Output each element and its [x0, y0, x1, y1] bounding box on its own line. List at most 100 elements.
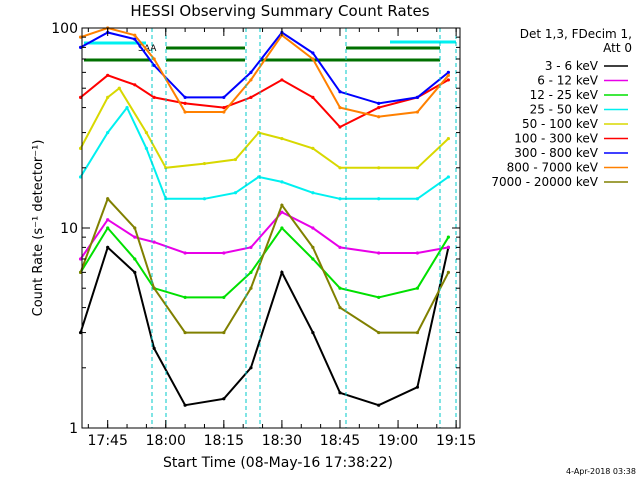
series-point-6-10 [377, 101, 381, 105]
series-point-5-0 [78, 95, 83, 99]
series-point-8-8 [311, 245, 315, 249]
series-point-1-6 [249, 245, 253, 249]
series-point-5-8 [311, 95, 315, 99]
series-point-8-11 [415, 330, 420, 335]
legend-label-8: 7000 - 20000 keV [491, 175, 598, 189]
series-point-8-7 [280, 203, 284, 207]
x-tick-label-3: 18:30 [262, 433, 302, 449]
series-point-7-5 [222, 110, 226, 114]
series-point-2-6 [249, 270, 253, 274]
y-axis-ticks: 1 10 100 [51, 21, 460, 437]
series-point-3-3 [144, 146, 148, 151]
x-tick-label-4: 18:45 [320, 433, 360, 449]
series-point-7-10 [377, 115, 381, 119]
x-tick-label-6: 19:15 [436, 433, 476, 449]
x-tick-label-2: 18:15 [204, 433, 244, 449]
series-point-4-5 [202, 161, 207, 166]
series-line-3 [79, 105, 449, 200]
series-point-2-2 [133, 257, 137, 261]
series-point-7-2 [133, 33, 137, 37]
series-point-2-10 [377, 295, 381, 299]
x-axis-ticks: 17:45 18:00 18:15 18:30 18:45 19:00 19:15 [88, 28, 476, 449]
series-point-2-5 [222, 295, 226, 299]
series-point-1-12 [446, 245, 450, 249]
series-point-4-3 [144, 130, 148, 135]
series-point-6-5 [222, 95, 226, 99]
x-tick-label-5: 19:00 [378, 433, 418, 449]
series-point-4-13 [446, 136, 450, 141]
series-point-4-8 [280, 136, 284, 141]
series-point-4-9 [311, 146, 315, 151]
series-point-8-12 [446, 270, 450, 274]
x-tick-label-0: 17:45 [88, 433, 128, 449]
chart-title: HESSI Observing Summary Count Rates [130, 2, 429, 20]
series-point-6-12 [446, 70, 450, 74]
series-point-2-4 [183, 295, 187, 299]
series-point-3-10 [338, 197, 342, 201]
series-point-6-9 [338, 90, 342, 94]
series-point-5-12 [446, 78, 450, 82]
series-point-0-2 [133, 270, 137, 274]
x-tick-label-1: 18:00 [146, 433, 186, 449]
series-point-2-11 [415, 286, 420, 290]
series-point-4-6 [233, 157, 238, 162]
series-point-0-3 [152, 346, 156, 351]
series-point-0-11 [415, 385, 420, 389]
series-point-3-12 [415, 197, 420, 201]
legend-header-line2: Att 0 [603, 41, 632, 55]
series-point-0-7 [280, 270, 284, 274]
series-point-7-12 [446, 73, 450, 77]
series-point-3-7 [257, 175, 261, 179]
series-point-5-4 [183, 101, 187, 105]
series-point-3-2 [125, 105, 129, 110]
series-point-8-5 [222, 330, 226, 335]
series-point-4-4 [164, 166, 168, 170]
y-axis-label: Count Rate (s⁻¹ detector⁻¹) [31, 140, 46, 317]
series-point-1-11 [415, 251, 420, 255]
series-point-6-6 [249, 70, 253, 74]
series-point-3-13 [446, 175, 450, 179]
series-line-4 [79, 86, 450, 169]
series-point-4-0 [78, 146, 83, 151]
series-point-1-10 [377, 251, 381, 255]
y-tick-label-0: 1 [69, 421, 78, 437]
series-point-8-10 [377, 330, 381, 335]
legend-label-5: 100 - 300 keV [514, 132, 598, 146]
series-point-1-8 [311, 226, 315, 230]
series-point-1-3 [152, 240, 156, 244]
series-point-4-11 [377, 166, 381, 170]
series-point-7-3 [152, 57, 156, 61]
series-point-0-8 [311, 330, 315, 335]
legend-header-line1: Det 1,3, FDecim 1, [520, 27, 632, 41]
generation-timestamp: 4-Apr-2018 03:38 [566, 467, 636, 476]
legend-label-3: 25 - 50 keV [530, 103, 599, 117]
series-point-8-2 [133, 226, 137, 230]
series-point-7-9 [338, 105, 342, 110]
y-tick-label-1: 10 [60, 221, 78, 237]
series-point-8-4 [183, 330, 187, 335]
series-point-6-2 [133, 37, 137, 41]
series-point-0-1 [106, 245, 110, 249]
series-point-4-1 [106, 95, 110, 99]
flag-bars: SAA [84, 40, 456, 62]
series-point-2-7 [280, 226, 284, 230]
series-point-1-2 [133, 235, 137, 239]
series-point-7-8 [311, 57, 315, 61]
series-point-3-0 [78, 175, 83, 179]
series-point-0-6 [249, 366, 253, 370]
series-point-7-11 [415, 110, 420, 114]
series-point-6-11 [415, 95, 420, 99]
series-point-6-3 [152, 63, 156, 68]
series-point-2-12 [446, 235, 450, 239]
legend-label-2: 12 - 25 keV [530, 88, 599, 102]
series-point-5-6 [249, 95, 253, 99]
series-point-5-2 [133, 83, 137, 87]
series-point-8-3 [152, 286, 156, 290]
legend-label-0: 3 - 6 keV [545, 59, 599, 73]
series-point-0-10 [377, 403, 381, 407]
series-point-5-7 [280, 78, 284, 82]
series-point-8-6 [249, 286, 253, 290]
series-point-1-9 [338, 245, 342, 249]
